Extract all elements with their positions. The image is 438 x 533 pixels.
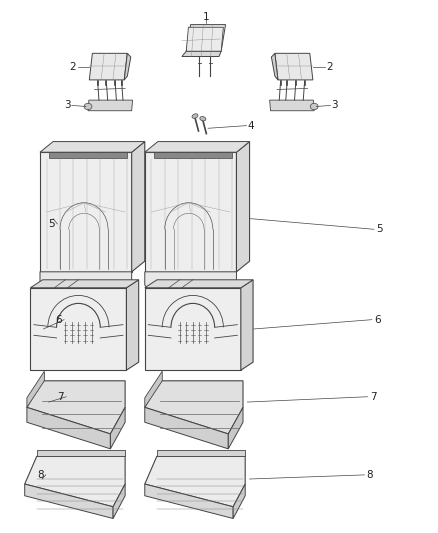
- Polygon shape: [241, 280, 253, 370]
- Polygon shape: [27, 381, 125, 434]
- Text: 3: 3: [332, 100, 338, 110]
- Polygon shape: [89, 53, 127, 80]
- Polygon shape: [228, 407, 243, 449]
- Polygon shape: [145, 142, 250, 152]
- Polygon shape: [270, 100, 314, 111]
- Polygon shape: [40, 152, 132, 272]
- Polygon shape: [145, 272, 237, 293]
- Polygon shape: [132, 142, 145, 272]
- Polygon shape: [275, 53, 313, 80]
- Ellipse shape: [310, 103, 318, 110]
- Polygon shape: [145, 456, 245, 507]
- Polygon shape: [37, 450, 125, 456]
- Polygon shape: [145, 280, 253, 288]
- Text: 7: 7: [370, 392, 376, 402]
- Text: 4: 4: [247, 120, 254, 131]
- Polygon shape: [40, 142, 145, 152]
- Text: 2: 2: [70, 62, 76, 71]
- Polygon shape: [25, 456, 125, 507]
- Polygon shape: [27, 407, 110, 449]
- Polygon shape: [40, 272, 132, 293]
- Polygon shape: [153, 152, 232, 158]
- Polygon shape: [127, 280, 139, 370]
- Polygon shape: [30, 288, 127, 370]
- Text: 7: 7: [57, 392, 64, 402]
- Polygon shape: [272, 53, 278, 80]
- Text: 2: 2: [326, 62, 332, 71]
- Polygon shape: [88, 100, 133, 111]
- Polygon shape: [233, 484, 245, 519]
- Text: 5: 5: [49, 219, 55, 229]
- Ellipse shape: [192, 114, 198, 118]
- Ellipse shape: [200, 117, 206, 121]
- Ellipse shape: [84, 103, 92, 110]
- Polygon shape: [145, 381, 243, 434]
- Polygon shape: [186, 25, 226, 51]
- Polygon shape: [110, 407, 125, 449]
- Text: 8: 8: [37, 470, 43, 480]
- Polygon shape: [145, 407, 228, 449]
- Polygon shape: [182, 51, 221, 56]
- Polygon shape: [145, 152, 237, 272]
- Polygon shape: [113, 484, 125, 519]
- Polygon shape: [49, 152, 127, 158]
- Polygon shape: [145, 288, 241, 370]
- Polygon shape: [186, 27, 223, 51]
- Polygon shape: [25, 484, 113, 519]
- Text: 8: 8: [367, 470, 373, 480]
- Polygon shape: [145, 371, 162, 407]
- Polygon shape: [30, 280, 139, 288]
- Polygon shape: [157, 450, 245, 456]
- Polygon shape: [145, 484, 233, 519]
- Polygon shape: [237, 142, 250, 272]
- Text: 1: 1: [203, 12, 209, 22]
- Polygon shape: [124, 53, 131, 80]
- Text: 3: 3: [64, 100, 71, 110]
- Polygon shape: [27, 371, 44, 407]
- Text: 5: 5: [376, 224, 383, 235]
- Text: 6: 6: [55, 314, 62, 325]
- Text: 6: 6: [374, 314, 381, 325]
